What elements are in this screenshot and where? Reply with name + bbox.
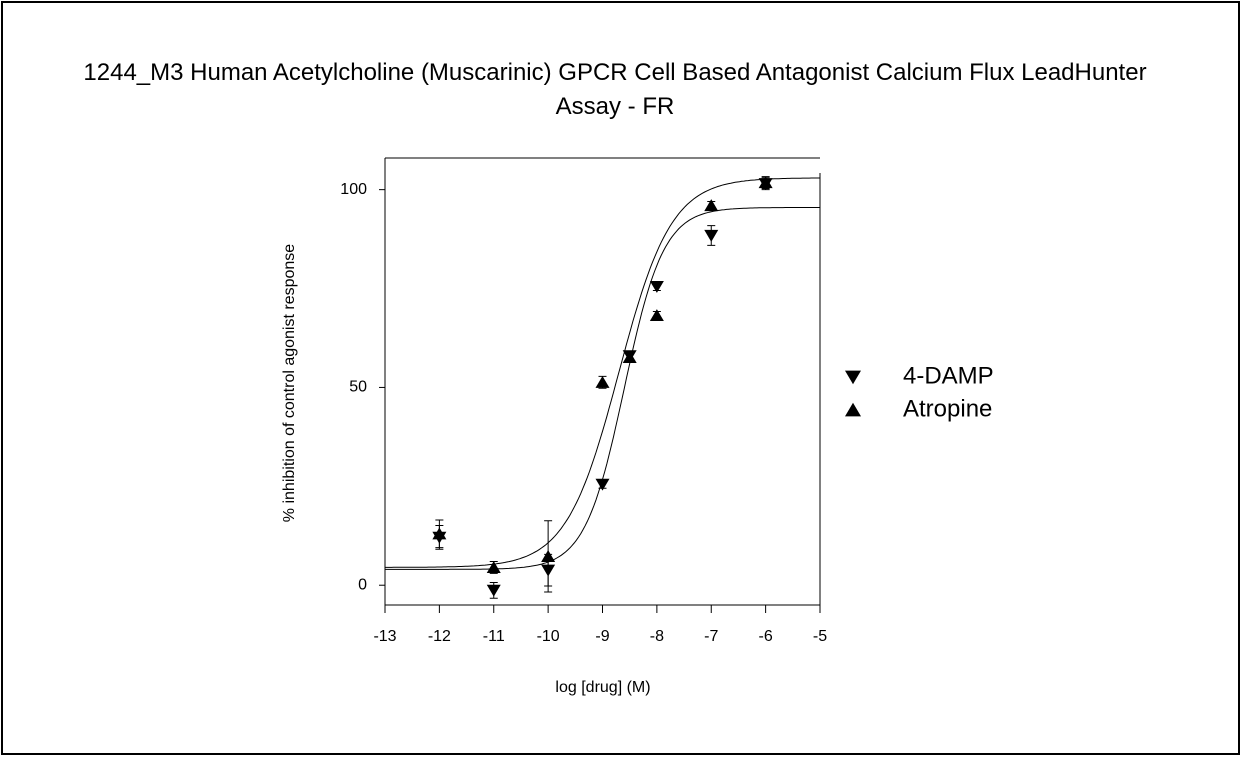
marker xyxy=(622,351,637,363)
marker xyxy=(486,584,501,597)
marker xyxy=(486,561,501,574)
chart-title: 1244_M3 Human Acetylcholine (Muscarinic)… xyxy=(83,59,1147,120)
marker xyxy=(595,375,610,388)
legend-marker xyxy=(845,402,861,417)
marker xyxy=(649,280,664,293)
legend-label: 4-DAMP xyxy=(903,362,994,389)
x-tick-label: -8 xyxy=(650,628,664,645)
y-tick-label: 0 xyxy=(358,576,367,593)
x-tick-label: -7 xyxy=(704,628,718,645)
fit-curve xyxy=(385,177,820,568)
x-tick-label: -5 xyxy=(813,628,827,645)
marker xyxy=(758,176,773,189)
x-tick-label: -13 xyxy=(373,628,396,645)
y-tick-label: 50 xyxy=(349,379,367,396)
legend-marker xyxy=(845,370,861,385)
x-tick-label: -10 xyxy=(537,628,560,645)
x-tick-label: -6 xyxy=(759,628,773,645)
x-axis-label: log [drug] (M) xyxy=(555,679,650,696)
x-tick-label: -9 xyxy=(595,628,609,645)
marker xyxy=(704,229,719,242)
x-tick-label: -12 xyxy=(428,628,451,645)
x-tick-label: -11 xyxy=(483,628,505,645)
legend-label: Atropine xyxy=(903,395,992,422)
marker xyxy=(595,478,610,491)
marker xyxy=(432,527,447,540)
y-tick-label: 100 xyxy=(340,181,367,198)
y-axis-label: % inhibition of control agonist response xyxy=(281,244,298,522)
marker xyxy=(541,550,556,562)
marker xyxy=(704,199,719,212)
marker xyxy=(649,309,664,322)
